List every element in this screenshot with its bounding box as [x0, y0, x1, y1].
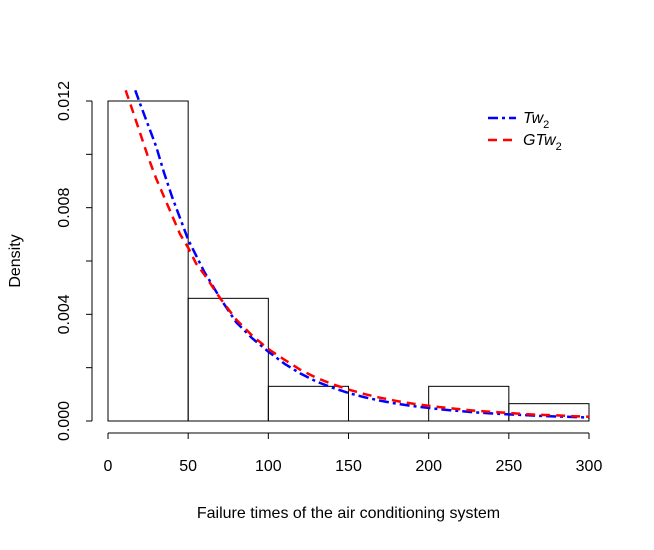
y-tick-label-0-012: 0.012: [56, 81, 73, 121]
x-tick-label-0: 0: [104, 458, 113, 475]
y-tick-label-0-008: 0.008: [56, 188, 73, 228]
x-tick-label-50: 50: [179, 458, 197, 475]
legend-label-tw2-main: Tw: [523, 110, 545, 127]
x-tick-label-200: 200: [415, 458, 442, 475]
x-axis: 0 50 100 150 200 250 300 Failure times of the …: [104, 432, 603, 522]
y-tick-label-0-000: 0.000: [56, 401, 73, 441]
x-axis-ticks: 0 50 100 150 200 250 300: [104, 433, 603, 475]
density-curve-tw2: [134, 89, 589, 419]
x-axis-label: Failure times of the air conditioning sy…: [197, 505, 500, 522]
density-curve-gtw2: [124, 89, 589, 418]
histogram-bar-5: [508, 403, 590, 422]
legend-item-tw2: Tw2: [488, 110, 549, 131]
legend: Tw2 GTw2: [488, 110, 562, 153]
legend-label-tw2-sub: 2: [543, 119, 549, 131]
legend-label-gtw2: GTw2: [523, 132, 562, 153]
y-tick-label-0-004: 0.004: [56, 294, 73, 334]
legend-label-gtw2-sub: 2: [556, 141, 562, 153]
histogram-bars: [107, 100, 590, 422]
legend-label-tw2: Tw2: [523, 110, 549, 131]
y-axis-label: Density: [7, 234, 24, 287]
density-curves: [124, 89, 589, 419]
histogram-bar-2: [267, 385, 350, 422]
x-tick-label-250: 250: [495, 458, 522, 475]
legend-label-gtw2-main: GTw: [523, 132, 557, 149]
x-tick-label-100: 100: [255, 458, 282, 475]
legend-item-gtw2: GTw2: [488, 132, 562, 153]
histogram-bar-1: [187, 297, 269, 422]
x-tick-label-150: 150: [335, 458, 362, 475]
y-axis-ticks: 0.000 0.004 0.008 0.012: [56, 81, 92, 441]
y-axis: 0.000 0.004 0.008 0.012 Density: [7, 81, 93, 441]
x-tick-label-300: 300: [576, 458, 603, 475]
histogram-bar-0: [107, 100, 189, 422]
histogram-bar-4: [428, 385, 510, 422]
